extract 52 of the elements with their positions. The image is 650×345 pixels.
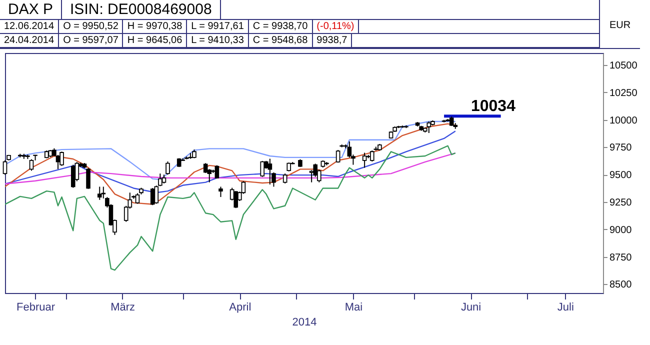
candlestick [282, 173, 288, 184]
candlestick [268, 158, 272, 185]
candlestick [234, 190, 238, 209]
candlestick [336, 149, 340, 164]
candlestick [370, 150, 374, 162]
y-tick-label: 9750 [610, 142, 632, 154]
y-axis-title: EUR [599, 0, 640, 48]
y-tick-label: 9000 [610, 224, 632, 236]
y-tick-label: 10000 [610, 115, 638, 126]
text: 9938,7 [312, 34, 352, 47]
text: (-0,11%) [312, 20, 360, 33]
candlestick [70, 164, 76, 188]
text: 12.06.2014 [0, 20, 60, 33]
y-tick-label: 9250 [610, 198, 632, 209]
x-tick-label: Mai [344, 302, 363, 314]
candlestick [86, 168, 90, 190]
candlestick [214, 164, 220, 179]
candlestick [449, 116, 454, 126]
text: L = 9917,61 [187, 20, 249, 33]
candlestick [29, 158, 34, 172]
line-series [5, 152, 456, 184]
chart-title: DAX P [0, 0, 62, 19]
annotation: 10034 [470, 98, 516, 116]
chart-subtitle: ISIN: DE0008469008 [62, 0, 221, 19]
text: O = 9597,07 [59, 34, 124, 47]
y-tick-label: 9500 [610, 170, 632, 182]
candlestick [426, 120, 432, 134]
text: 24.04.2014 [0, 34, 60, 47]
x-tick-label: März [110, 302, 136, 314]
text: H = 9970,38 [123, 20, 188, 33]
candlestick [362, 152, 367, 168]
candlestick [260, 160, 265, 178]
line-series [5, 130, 456, 194]
x-tick-label: April [229, 302, 252, 314]
y-tick-label: 8500 [610, 280, 632, 291]
x-tick-label: Juli [557, 302, 574, 314]
y-tick-label: 8750 [610, 252, 632, 264]
y-tick-label: 10250 [610, 88, 638, 99]
x-tick-label: Februar [16, 302, 56, 314]
x-axis-title: 2014 [292, 316, 317, 328]
text: O = 9950,52 [59, 20, 124, 33]
text: C = 9938,70 [248, 20, 313, 33]
text: H = 9645,06 [123, 34, 188, 47]
candlestick [97, 186, 102, 200]
y-tick-label: 10500 [610, 60, 638, 72]
x-tick-label: Juni [460, 302, 482, 314]
text: C = 9548,68 [248, 34, 313, 47]
candlestick [166, 160, 170, 176]
text: L = 9410,33 [187, 34, 249, 47]
candlestick [218, 186, 223, 198]
line-series [5, 145, 456, 271]
candlestick [60, 151, 64, 166]
